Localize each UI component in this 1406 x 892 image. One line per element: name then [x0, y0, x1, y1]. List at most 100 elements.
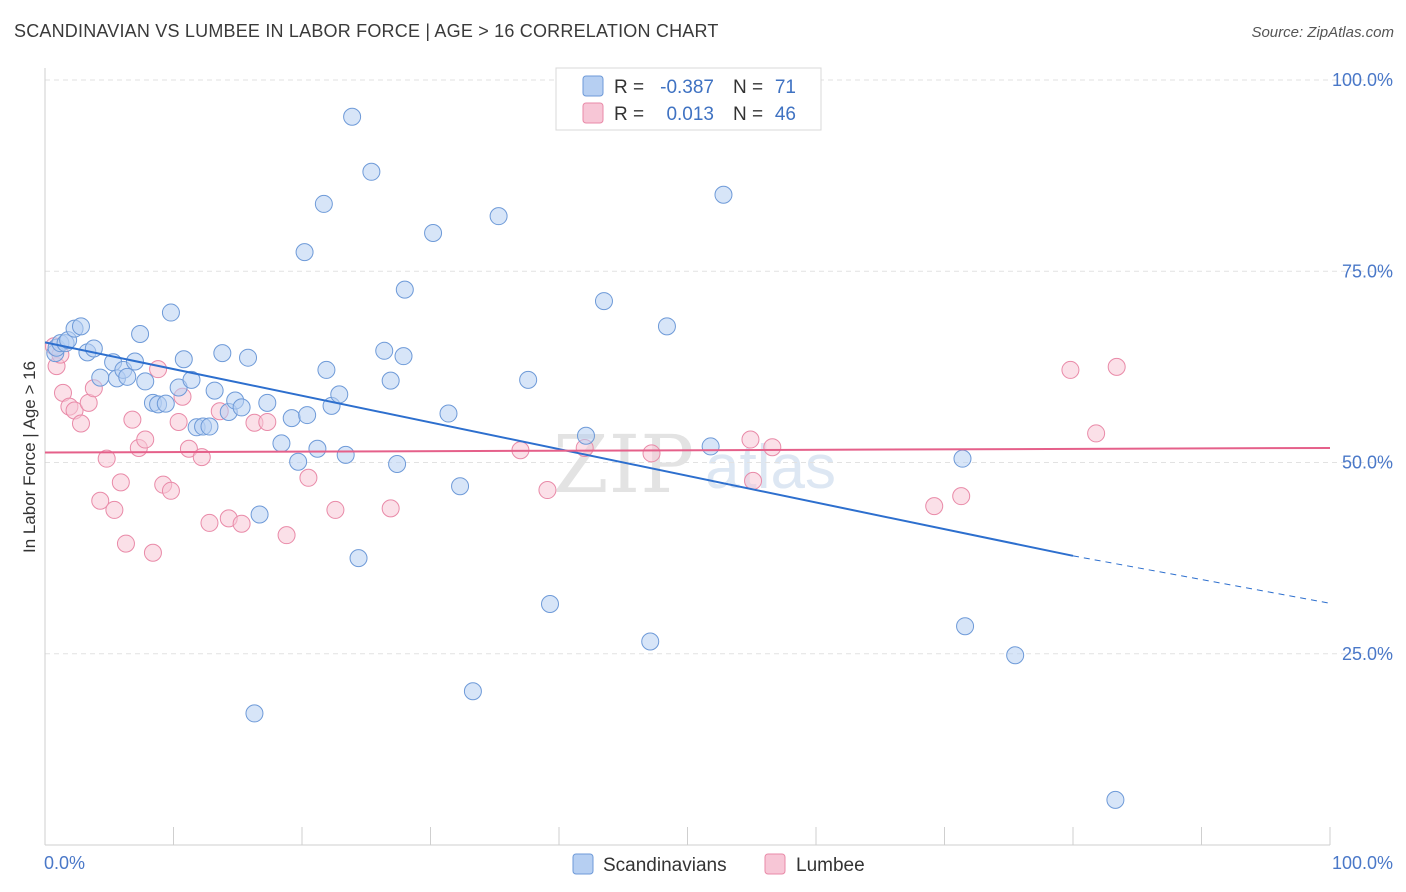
- scandinavians-point: [641, 632, 660, 651]
- legend-r-value-lumbee: 0.013: [666, 104, 714, 125]
- bottom-legend-label-lumbee: Lumbee: [796, 855, 865, 876]
- legend-n-value-scandinavians: 71: [775, 77, 796, 98]
- lumbee-point: [299, 468, 318, 487]
- scandinavians-point: [200, 417, 219, 436]
- scandinavians-point: [1106, 790, 1125, 809]
- scandinavians-point: [1006, 646, 1025, 665]
- scandinavians-trend-extension: [1072, 555, 1331, 604]
- scandinavians-point: [91, 368, 110, 387]
- scandinavians-point: [161, 303, 180, 322]
- lumbee-point: [277, 526, 296, 545]
- y-tick-label: 25.0%: [1342, 644, 1393, 664]
- scandinavians-point: [118, 367, 137, 386]
- lumbee-point: [105, 500, 124, 519]
- trend-lines: [44, 341, 1331, 604]
- scandinavians-point: [258, 393, 277, 412]
- y-tick-label: 50.0%: [1342, 453, 1393, 473]
- legend-n-label-scandinavians: N =: [733, 77, 763, 98]
- scandinavians-point: [701, 437, 720, 456]
- lumbee-point: [1061, 360, 1080, 379]
- scandinavians-point: [424, 224, 443, 242]
- lumbee-point: [232, 514, 251, 533]
- scandinavians-point: [594, 292, 613, 311]
- scandinavians-point: [956, 617, 975, 636]
- series-lumbee-points: [44, 337, 1126, 562]
- scandinavians-point: [330, 385, 349, 404]
- legend-swatch-scandinavians: [582, 75, 604, 97]
- lumbee-point: [744, 471, 763, 490]
- y-axis-label: In Labor Force | Age > 16: [20, 361, 39, 553]
- lumbee-trend-line: [44, 446, 1331, 454]
- scandinavians-point: [953, 449, 972, 468]
- legend-swatch-lumbee: [582, 102, 604, 124]
- scandinavians-point: [519, 370, 538, 389]
- scandinavians-point: [232, 398, 251, 417]
- legend-r-value-scandinavians: -0.387: [660, 77, 714, 98]
- y-tick-label: 100.0%: [1332, 70, 1393, 90]
- scandinavians-point: [394, 347, 413, 366]
- legend-n-value-lumbee: 46: [775, 104, 796, 125]
- lumbee-point: [741, 430, 760, 449]
- scandinavians-point: [657, 317, 676, 336]
- scandinavians-point: [308, 439, 327, 458]
- grid-lines: [45, 79, 1393, 655]
- y-tick-labels: 25.0% 50.0% 75.0% 100.0%: [1332, 70, 1393, 664]
- scandinavians-point: [381, 371, 400, 390]
- legend-r-label-scandinavians: R =: [614, 77, 644, 98]
- scandinavians-point: [362, 162, 381, 181]
- scandinavians-point: [714, 185, 733, 204]
- lumbee-point: [111, 473, 130, 492]
- lumbee-point: [161, 481, 180, 500]
- lumbee-point: [136, 430, 155, 449]
- scandinavians-point: [250, 505, 269, 524]
- scandinavians-point: [541, 595, 560, 614]
- lumbee-point: [200, 513, 219, 532]
- scandinavians-point: [295, 243, 314, 262]
- lumbee-point: [149, 360, 168, 379]
- lumbee-point: [258, 412, 277, 431]
- scandinavians-point: [131, 324, 150, 343]
- lumbee-point: [1087, 424, 1106, 443]
- lumbee-point: [91, 491, 110, 510]
- scandinavians-point: [349, 549, 368, 568]
- bottom-legend-swatch-scandinavians: [572, 853, 594, 875]
- scandinavians-point: [282, 409, 301, 428]
- lumbee-point: [143, 543, 162, 562]
- scandinavians-point: [245, 704, 264, 723]
- scandinavians-point: [343, 107, 362, 126]
- lumbee-point: [952, 487, 971, 506]
- source-credit: Source: ZipAtlas.com: [1251, 24, 1394, 41]
- lumbee-point: [326, 500, 345, 519]
- legend-r-label-lumbee: R =: [614, 104, 644, 125]
- axes: [44, 68, 1331, 846]
- series-scandinavians-points: [46, 107, 1125, 809]
- scandinavians-point: [298, 406, 317, 425]
- scandinavians-point: [336, 445, 355, 464]
- scandinavians-point: [272, 434, 291, 453]
- lumbee-point: [97, 449, 116, 468]
- x-tick-label-max: 100.0%: [1332, 853, 1393, 873]
- scandinavians-point: [71, 317, 90, 336]
- watermark-zip: ZIP: [553, 418, 694, 511]
- scandinavians-point: [395, 280, 414, 299]
- lumbee-point: [71, 414, 90, 433]
- lumbee-point: [925, 497, 944, 516]
- lumbee-point: [169, 412, 188, 431]
- bottom-legend-swatch-lumbee: [764, 853, 786, 875]
- scandinavians-point: [375, 341, 394, 360]
- scandinavians-point: [174, 350, 193, 369]
- scandinavians-point: [289, 452, 308, 471]
- scandinavians-point: [489, 207, 508, 226]
- correlation-legend: R = -0.387 N = 71 R = 0.013 N = 46: [555, 67, 822, 131]
- scandinavians-point: [439, 404, 458, 423]
- chart-title: SCANDINAVIAN VS LUMBEE IN LABOR FORCE | …: [14, 21, 719, 41]
- scandinavians-point: [182, 370, 201, 389]
- scandinavians-point: [388, 455, 407, 474]
- scandinavians-point: [136, 372, 155, 391]
- bottom-legend-label-scandinavians: Scandinavians: [603, 855, 727, 876]
- lumbee-point: [642, 444, 661, 463]
- scandinavians-trend-line: [44, 341, 1074, 557]
- scandinavians-point: [576, 426, 595, 445]
- lumbee-point: [538, 481, 557, 500]
